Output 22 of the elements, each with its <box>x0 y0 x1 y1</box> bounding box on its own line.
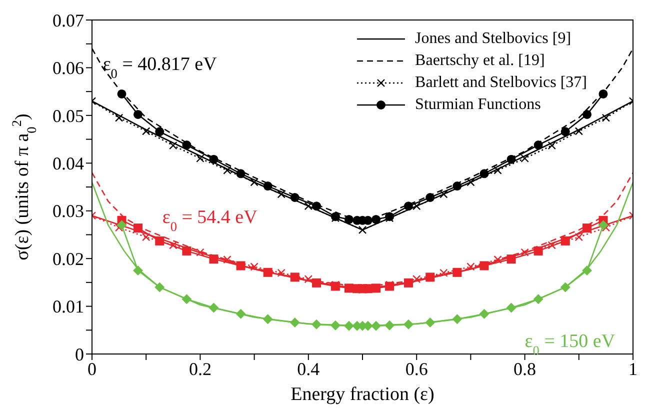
y-tick-label: 0 <box>75 344 84 364</box>
y-tick-label: 0.07 <box>52 10 84 30</box>
y-tick-label: 0.02 <box>52 248 84 269</box>
annotation: ε$_{0}$ = 150 eV <box>524 330 616 358</box>
annotation: ε$_{0}$ = 40.817 eV <box>102 54 218 81</box>
annotation: ε$_{0}$ = 54.4 eV <box>162 206 258 234</box>
y-tick-label: 0.05 <box>52 106 84 126</box>
legend-label: Barlett and Stelbovics [37] <box>415 73 588 93</box>
x-tick-label: 1 <box>628 358 638 379</box>
legend-label: Sturmian Functions <box>415 95 541 115</box>
x-axis-title: Energy fraction (ε) <box>290 384 434 405</box>
y-tick-label: 0.06 <box>52 58 84 78</box>
legend-label: Baertschy et al. [19] <box>415 51 545 71</box>
y-tick-label: 0.04 <box>52 154 84 174</box>
x-tick-label: 0.2 <box>188 358 212 379</box>
legend-label: Jones and Stelbovics [9] <box>415 29 572 49</box>
x-tick-label: 0 <box>88 358 96 379</box>
y-tick-label: 0.01 <box>52 296 84 317</box>
x-tick-label: 0.6 <box>405 358 428 379</box>
x-tick-label: 0.8 <box>514 358 536 379</box>
x-tick-label: 0.4 <box>297 358 320 379</box>
y-tick-label: 0.03 <box>52 201 84 222</box>
